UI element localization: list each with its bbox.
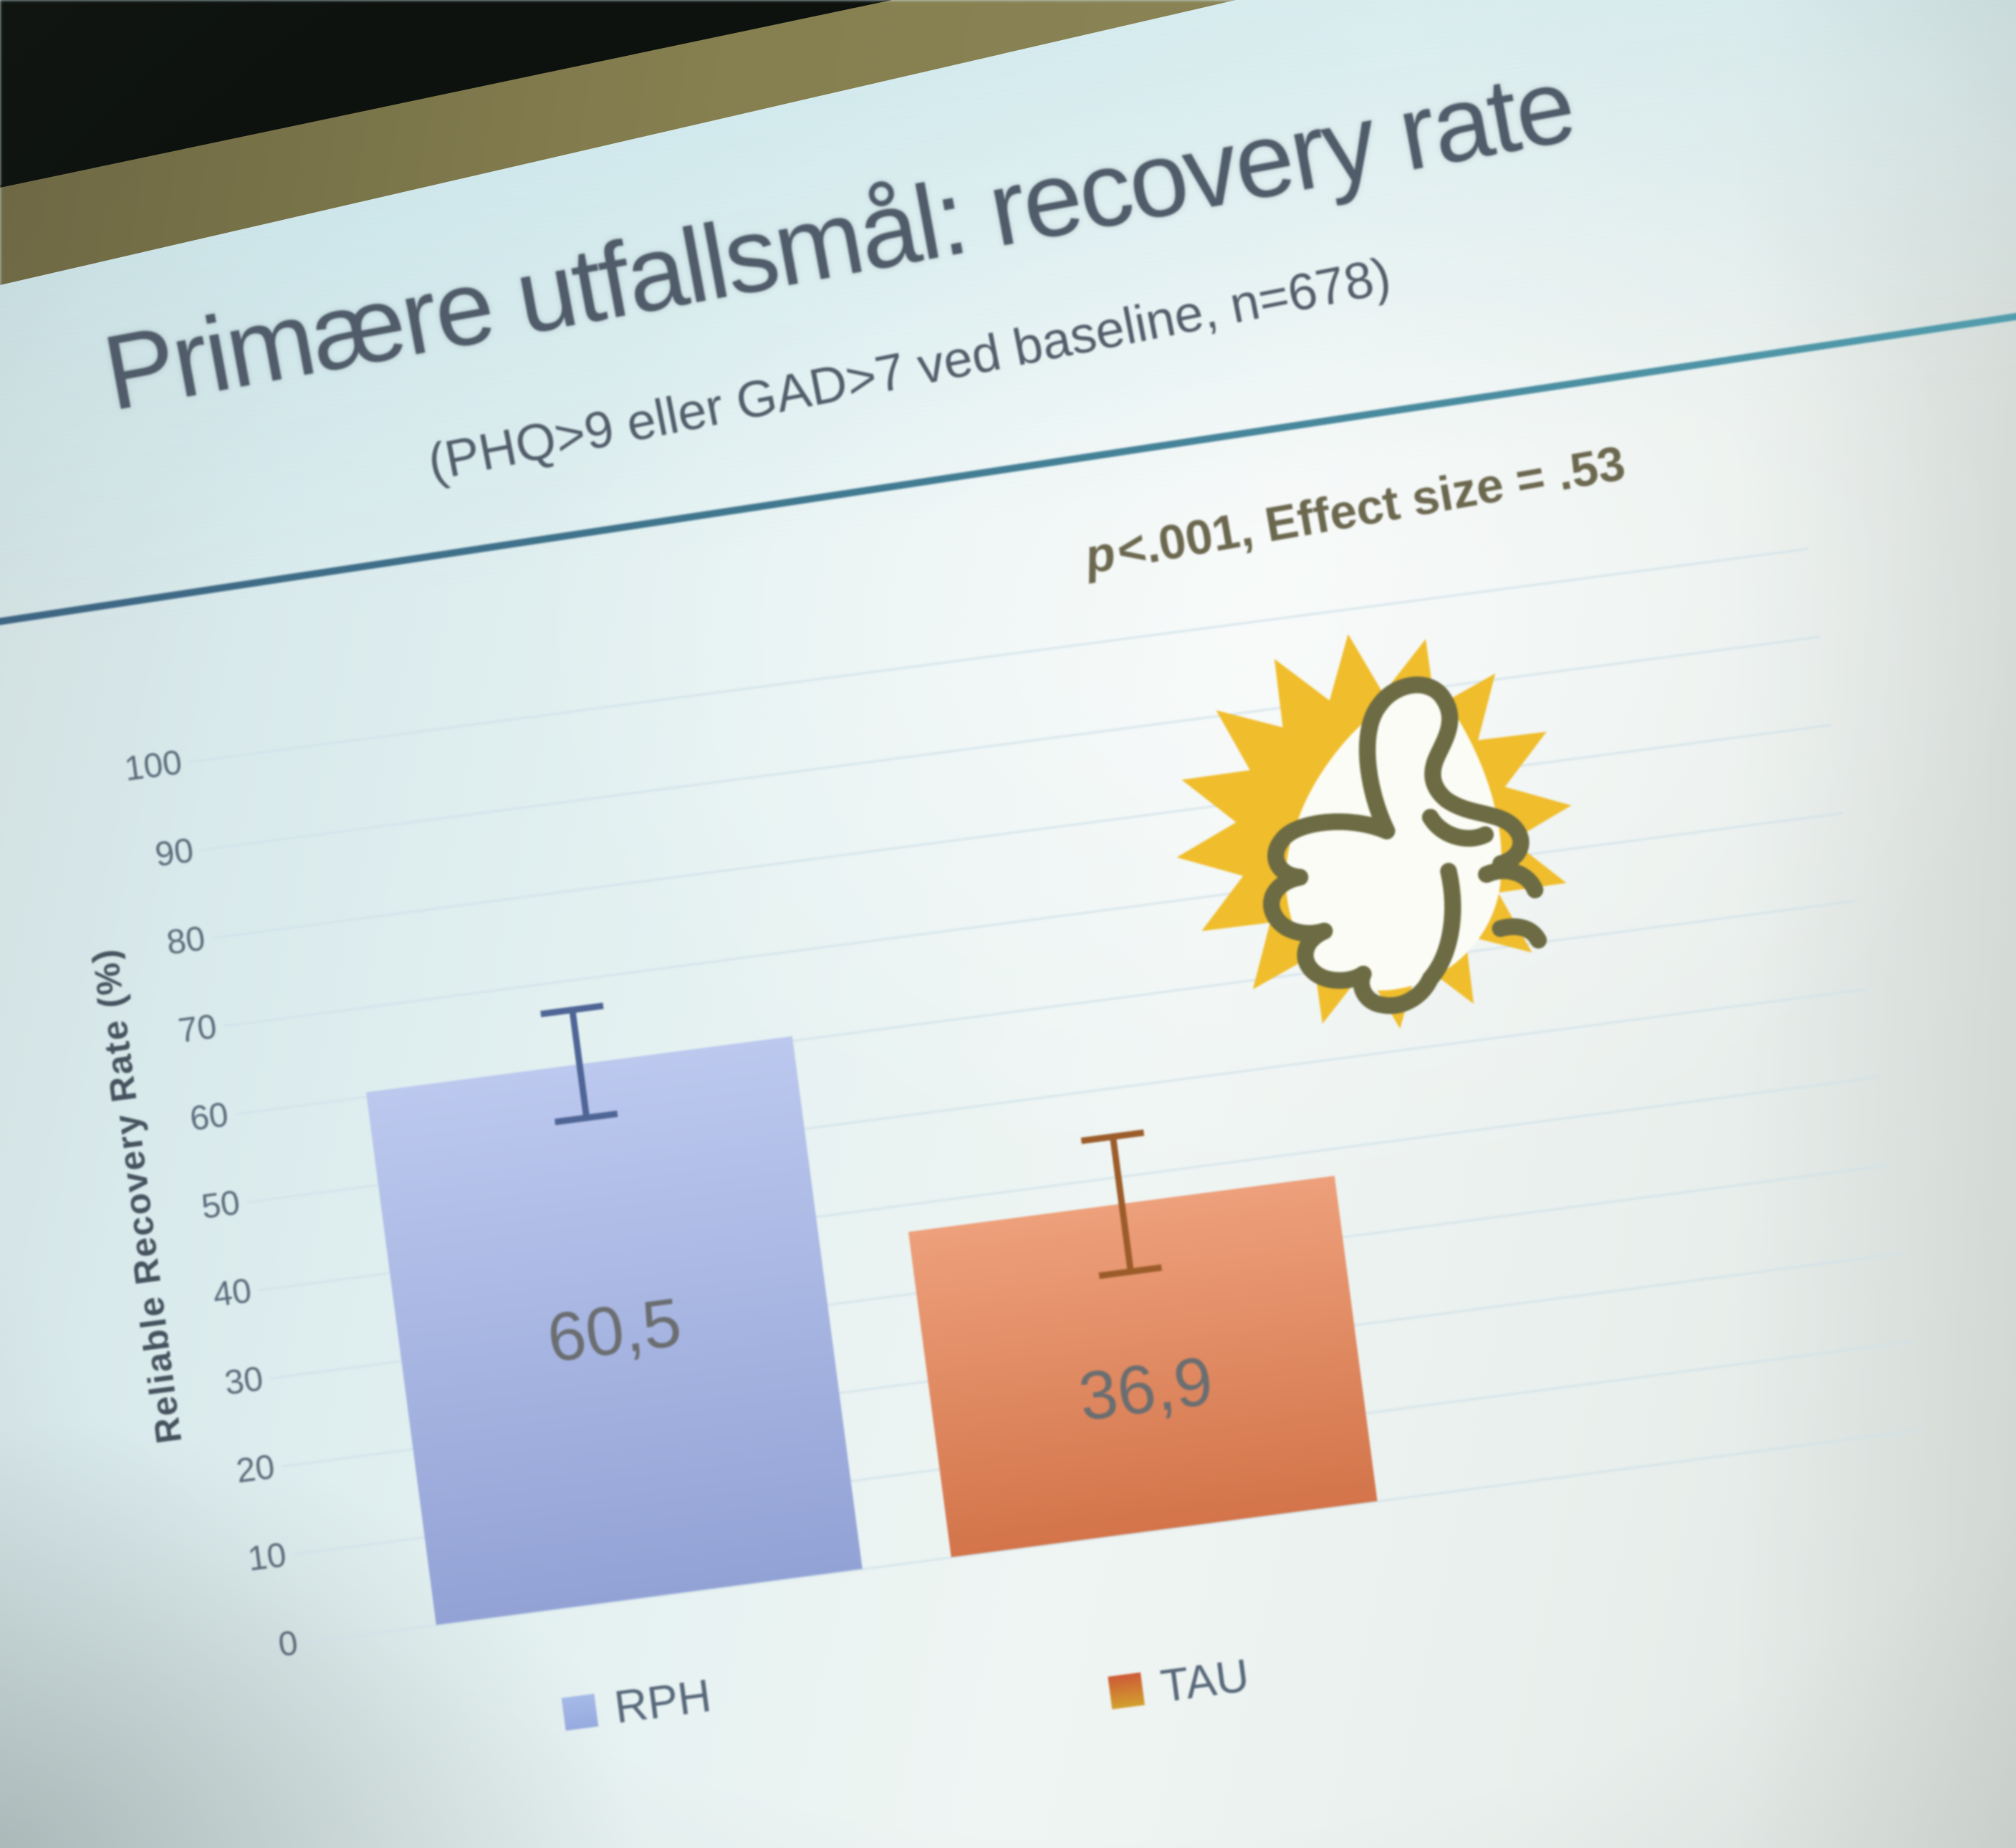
bar-rph: 60,5 [365,1036,863,1625]
legend-label-tau: TAU [1158,1649,1252,1712]
y-tick-label-50: 50 [199,1183,243,1227]
legend-swatch-rph [561,1693,599,1731]
thumbs-up-icon [1139,597,1609,1067]
y-tick-label-30: 30 [222,1359,266,1402]
p-symbol: p [1080,525,1120,584]
legend-item-tau: TAU [1106,1648,1252,1719]
y-tick-label-20: 20 [234,1448,277,1491]
y-tick-label-0: 0 [276,1624,300,1665]
stats-annotation-text: <.001, Effect size = .53 [1113,435,1629,579]
legend-label-rph: RPH [611,1669,714,1733]
y-tick-label-100: 100 [122,743,185,789]
bar-rph-value-label: 60,5 [542,1283,686,1377]
y-tick-label-80: 80 [164,919,208,963]
error-bar-line [568,1006,590,1122]
y-tick-label-40: 40 [211,1271,254,1315]
thumbs-up-hand [1263,676,1547,1014]
legend-swatch-tau [1108,1672,1145,1710]
plot-area: 60,5 36,9 [188,547,1925,1644]
y-tick-label-60: 60 [187,1095,231,1139]
y-tick-label-90: 90 [153,831,196,875]
error-bar-line [1108,1133,1134,1276]
y-tick-label-10: 10 [245,1536,289,1579]
y-tick-label-70: 70 [176,1007,219,1051]
bar-tau-value-label: 36,9 [1074,1342,1217,1436]
legend-item-rph: RPH [560,1669,714,1741]
